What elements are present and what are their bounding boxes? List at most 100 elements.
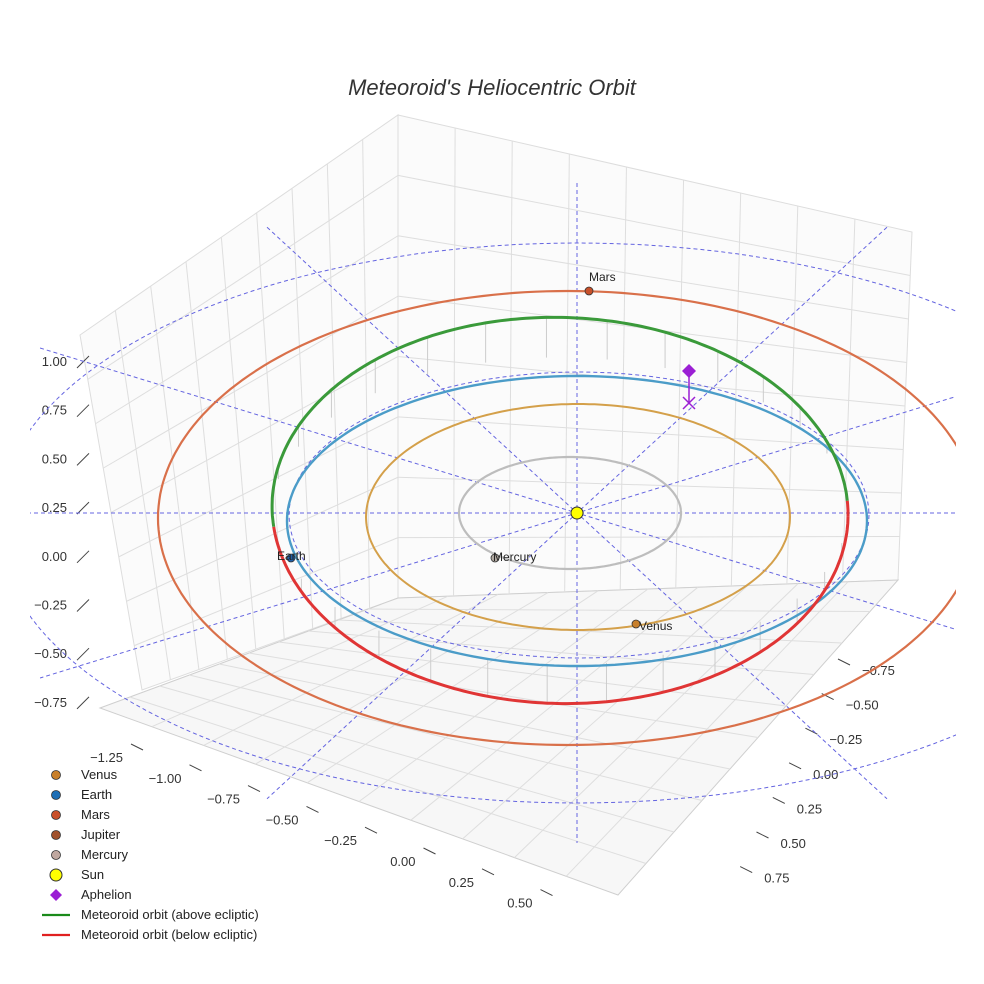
- legend-item-earth: Earth: [51, 787, 112, 802]
- reference-circle-inner: [288, 371, 870, 659]
- y_ticks-tick-label: −0.50: [846, 698, 879, 713]
- planet-marker-mercury: [490, 553, 500, 563]
- x_ticks-tick-mark: [189, 764, 202, 772]
- x_ticks-tick-label: −1.25: [90, 750, 123, 765]
- y_ticks-tick-label: 0.50: [781, 836, 806, 851]
- planet-label-earth: Earth: [277, 549, 306, 563]
- z_ticks-tick-mark: [76, 550, 90, 564]
- legend-item-mercury: Mercury: [51, 847, 128, 862]
- z_ticks-tick-label: 0.00: [42, 549, 67, 564]
- legend-label: Sun: [81, 867, 104, 882]
- legend-marker-icon: [51, 790, 61, 800]
- floor-pane: [98, 579, 900, 896]
- orbit-mars: [156, 289, 956, 747]
- grid-line-floor: [338, 619, 843, 644]
- legend-label: Earth: [81, 787, 112, 802]
- reference-circle: [30, 242, 956, 804]
- aphelion-marker: [682, 364, 696, 378]
- grid-line-left-horizontal: [95, 235, 399, 425]
- y_ticks-tick-label: 0.75: [764, 871, 789, 886]
- legend-marker-icon: [49, 868, 63, 882]
- grid-line-left-horizontal: [126, 476, 399, 602]
- bodies: Mars Earth Mercury Venus: [277, 270, 696, 633]
- orbits: [156, 289, 956, 747]
- x_ticks-tick-label: −0.50: [266, 812, 299, 827]
- planet-marker-earth: [286, 553, 296, 563]
- grid-line-floor: [565, 581, 849, 877]
- legend-item-venus: Venus: [51, 767, 118, 782]
- legend-label: Meteoroid orbit (above ecliptic): [81, 907, 259, 922]
- z_ticks-tick-mark: [76, 501, 90, 515]
- z_ticks-tick-label: −0.75: [34, 695, 67, 710]
- sun-marker: [570, 506, 584, 520]
- grid-line-left-horizontal: [134, 537, 399, 647]
- legend-label: Aphelion: [81, 887, 132, 902]
- back-right-pane: [397, 114, 913, 599]
- planet-label-venus: Venus: [639, 619, 672, 633]
- grid-line-floor: [514, 583, 799, 858]
- orbit-venus: [364, 403, 792, 631]
- grid-line-right-horizontal: [397, 536, 900, 539]
- projection-stems: [271, 317, 849, 704]
- orbit-mercury: [457, 455, 683, 571]
- x_ticks-tick-mark: [247, 785, 261, 793]
- z_ticks-tick-label: −0.50: [34, 646, 67, 661]
- z_ticks-tick-label: −0.25: [34, 598, 67, 613]
- grid-line-left-horizontal: [102, 295, 399, 469]
- z_ticks-tick-label: 1.00: [42, 354, 67, 369]
- y_ticks-tick-mark: [739, 866, 753, 874]
- legend-item-meteoroid-orbit-above-ecliptic: Meteoroid orbit (above ecliptic): [42, 907, 259, 922]
- x_ticks-tick-label: 0.50: [507, 896, 532, 911]
- y_ticks-tick-mark: [756, 831, 769, 839]
- x_ticks-tick-mark: [481, 868, 495, 876]
- legend-label: Meteoroid orbit (below ecliptic): [81, 927, 257, 942]
- grid-line-floor: [358, 588, 649, 802]
- legend-marker-icon: [51, 770, 61, 780]
- grid-line-floor: [278, 641, 787, 707]
- z_ticks-tick-mark: [76, 599, 90, 612]
- orbit-earth: [285, 374, 869, 668]
- y_ticks-tick-mark: [772, 796, 786, 804]
- x_ticks-tick-mark: [423, 847, 436, 855]
- y_ticks-tick-label: −0.75: [862, 663, 895, 678]
- y_ticks-tick-mark: [788, 762, 802, 770]
- z_ticks-tick-label: 0.75: [42, 403, 67, 418]
- x_ticks-tick-label: −0.75: [207, 792, 240, 807]
- legend-marker-icon: [51, 810, 61, 820]
- grid-line-left-horizontal: [118, 416, 399, 558]
- grid-line-right-horizontal: [397, 235, 909, 320]
- planet-marker-venus: [631, 619, 641, 629]
- legend-item-jupiter: Jupiter: [51, 827, 121, 842]
- z_ticks-tick-label: 0.50: [42, 451, 67, 466]
- planet-marker-mars: [584, 286, 594, 296]
- grid-line-right-horizontal: [397, 416, 904, 450]
- meteoroid-orbit-above: [270, 315, 849, 527]
- grid-line-left-horizontal: [110, 356, 399, 513]
- planet-label-mercury: Mercury: [493, 550, 536, 564]
- grid-line-right-horizontal: [397, 174, 911, 276]
- legend-marker-icon: [51, 850, 61, 860]
- legend-label: Mercury: [81, 847, 128, 862]
- y_ticks-tick-label: 0.25: [797, 801, 822, 816]
- x_ticks-tick-label: 0.00: [390, 854, 415, 869]
- legend-label: Venus: [81, 767, 118, 782]
- aphelion-projection-icon: [682, 396, 696, 410]
- z_ticks-tick-mark: [76, 453, 90, 466]
- grid-line-left-horizontal: [87, 174, 399, 380]
- planet-label-mars: Mars: [589, 270, 616, 284]
- z_ticks-tick-mark: [76, 355, 90, 369]
- chart-title: Meteoroid's Heliocentric Orbit: [348, 75, 637, 100]
- x_ticks-tick-mark: [306, 805, 319, 813]
- y_ticks-tick-mark: [805, 727, 818, 735]
- grid-line-floor: [462, 585, 749, 840]
- meteoroid-orbit-below: [272, 516, 850, 706]
- z_ticks-tick-mark: [76, 696, 90, 710]
- z_ticks-tick-mark: [76, 647, 90, 661]
- y_ticks-tick-label: 0.00: [813, 767, 838, 782]
- legend-marker-icon: [50, 889, 62, 901]
- x_ticks-tick-mark: [364, 826, 378, 834]
- legend-marker-icon: [51, 830, 61, 840]
- legend-item-sun: Sun: [49, 867, 104, 882]
- x_ticks-tick-mark: [540, 889, 553, 897]
